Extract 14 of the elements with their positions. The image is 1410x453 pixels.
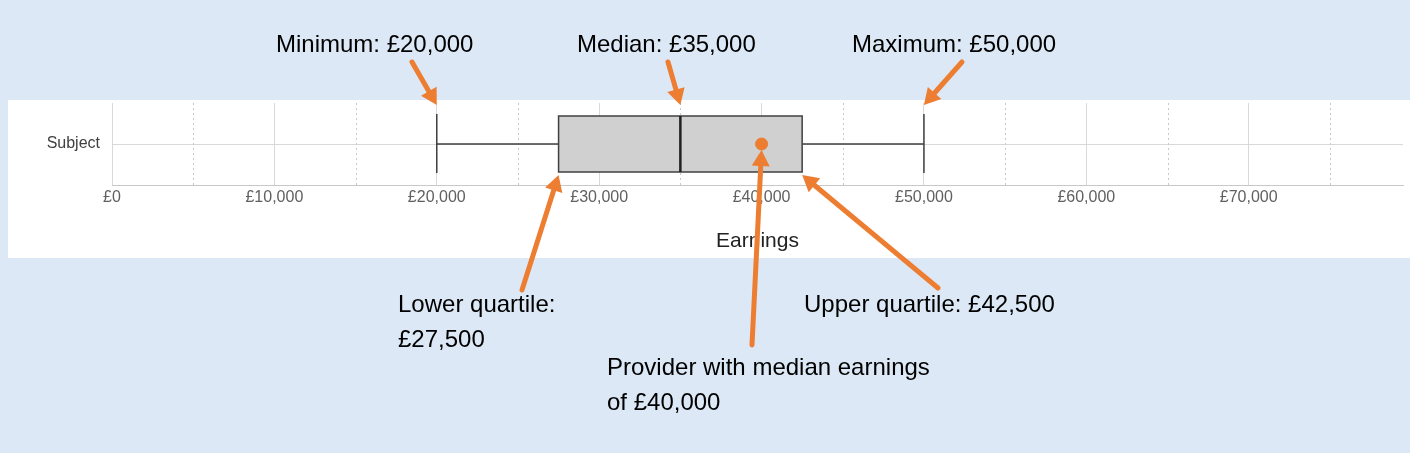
x-tick-label: £60,000: [1057, 188, 1116, 206]
text: Median: £35,000: [577, 30, 756, 57]
text: Lower quartile: £27,500: [398, 290, 556, 352]
text: Provider with median earnings of £40,000: [607, 353, 930, 415]
y-tick-label: Subject: [46, 134, 101, 152]
x-tick-label: £70,000: [1219, 188, 1278, 206]
text: Upper quartile: £42,500: [804, 290, 1055, 317]
text: Minimum: £20,000: [276, 30, 474, 57]
x-tick-label: £50,000: [895, 188, 953, 206]
x-tick-label: £30,000: [570, 188, 629, 206]
text: Maximum: £50,000: [852, 30, 1057, 57]
x-tick-label: £20,000: [407, 188, 466, 206]
x-tick-label: £0: [103, 188, 121, 206]
x-tick-label: £10,000: [245, 188, 304, 206]
